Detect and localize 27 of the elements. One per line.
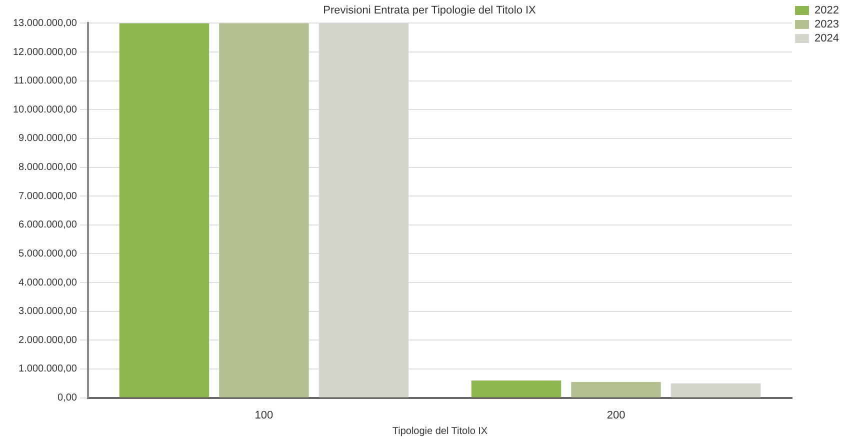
bar bbox=[670, 383, 761, 398]
y-tick-label: 7.000.000,00 bbox=[18, 190, 78, 202]
legend-label: 2024 bbox=[814, 32, 840, 45]
legend-label: 2023 bbox=[814, 18, 840, 31]
y-tick-label: 11.000.000,00 bbox=[14, 76, 78, 87]
x-tick-label: 100 bbox=[254, 409, 274, 422]
y-tick-label: 1.000.000,00 bbox=[18, 364, 78, 375]
y-tick-label: 6.000.000,00 bbox=[18, 220, 78, 231]
y-tick-label: 5.000.000,00 bbox=[18, 248, 78, 260]
y-tick-label: 9.000.000,00 bbox=[18, 133, 78, 144]
y-tick-label: 13.000.000,00 bbox=[12, 18, 78, 29]
y-tick-label: 8.000.000,00 bbox=[18, 162, 78, 174]
bar bbox=[318, 23, 409, 398]
y-tick-label: 0,00 bbox=[57, 392, 78, 404]
legend-label: 2022 bbox=[814, 4, 840, 17]
x-tick-label: 200 bbox=[606, 409, 626, 422]
y-tick-label: 2.000.000,00 bbox=[18, 334, 78, 346]
y-tick-label: 10.000.000,00 bbox=[12, 104, 78, 116]
bar bbox=[119, 23, 210, 398]
y-tick-label: 3.000.000,00 bbox=[18, 306, 78, 318]
chart-title: Previsioni Entrata per Tipologie del Titolo IX bbox=[323, 4, 537, 17]
x-axis-title: Tipologie del Titolo IX bbox=[392, 426, 488, 437]
y-tick-label: 12.000.000,00 bbox=[12, 46, 78, 58]
bar bbox=[471, 380, 562, 398]
bar bbox=[571, 382, 661, 398]
bar bbox=[219, 23, 309, 398]
y-tick-label: 4.000.000,00 bbox=[18, 277, 78, 288]
